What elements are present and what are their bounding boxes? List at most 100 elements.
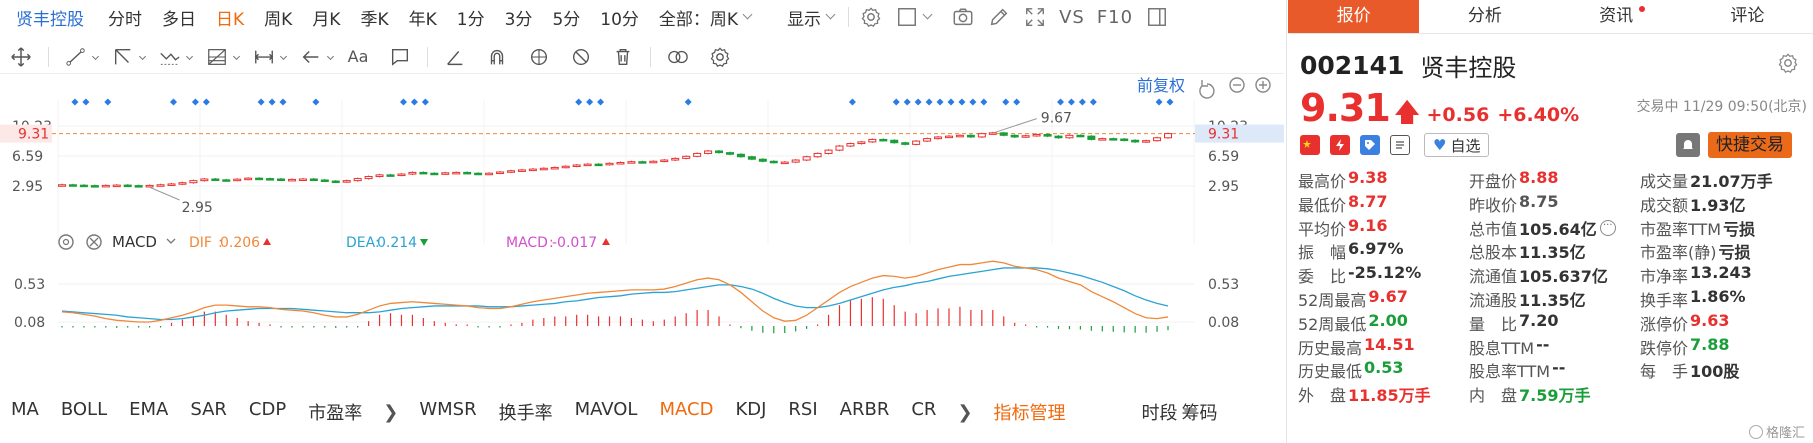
indicator-tab[interactable]: BOLL — [60, 399, 108, 420]
period-tab[interactable]: 多日 — [162, 9, 196, 30]
magnet-icon[interactable] — [485, 45, 509, 69]
chevron-down-icon[interactable] — [279, 52, 288, 61]
toolbar-settings-icon[interactable] — [708, 45, 732, 69]
candle-body — [725, 152, 734, 155]
indicator-tab[interactable]: SAR — [190, 399, 227, 420]
move-cross-icon[interactable] — [9, 45, 33, 69]
indicator-group-sub: WMSR 换手率 MAVOL MACD KDJ RSI ARBR CR — [408, 399, 947, 425]
indicator-tab[interactable]: MAVOL — [574, 399, 638, 420]
candle-body — [1043, 133, 1052, 137]
quote-tab[interactable]: 报价 — [1288, 0, 1420, 33]
period-tab[interactable]: 日K — [216, 9, 245, 30]
pencil-icon[interactable] — [988, 6, 1010, 28]
quote-tab[interactable]: 资讯 — [1551, 0, 1682, 33]
indicator-tab[interactable]: CDP — [248, 399, 287, 420]
channel-draw-icon[interactable] — [111, 45, 135, 69]
stat-value: 6.97% — [1348, 239, 1404, 259]
hide-drawings-icon[interactable] — [569, 45, 593, 69]
gear-icon[interactable] — [1777, 52, 1799, 74]
eye-visibility-icon[interactable] — [527, 45, 551, 69]
overlap-circles-icon[interactable] — [666, 45, 690, 69]
candle-body — [824, 149, 833, 154]
vs-compare-button[interactable]: VS — [1059, 6, 1085, 28]
time-range-button[interactable]: 时段 — [1141, 403, 1178, 424]
trash-icon[interactable] — [611, 45, 635, 69]
stock-tags-row: ♥ 自选 快捷交易 — [1300, 132, 1810, 158]
sidebar-toggle-icon[interactable] — [1146, 6, 1168, 28]
candle-body — [1032, 133, 1041, 137]
divider — [427, 46, 428, 67]
chevron-down-icon[interactable] — [91, 52, 100, 61]
chevron-down-icon[interactable] — [185, 52, 194, 61]
wave-draw-icon[interactable] — [158, 45, 182, 69]
indicator-tab[interactable]: 换手率 — [498, 403, 553, 424]
indicator-manage-button[interactable]: 指标管理 — [993, 403, 1066, 424]
chevron-right-icon[interactable]: ❯ — [957, 401, 973, 423]
kline-chart[interactable]: 前复权10.2310.236.596.592.952.959.319.319.6… — [0, 76, 1284, 392]
watermark: 格隆汇 — [1748, 422, 1805, 441]
stats-row: 52周最高 9.67 流通股 11.35亿 换手率 1.86% — [1298, 287, 1813, 311]
chips-button[interactable]: 筹码 — [1181, 403, 1218, 424]
f10-button[interactable]: F10 — [1096, 6, 1134, 28]
indicator-tab[interactable]: ARBR — [839, 399, 890, 420]
stat-label: 市盈率TTM — [1640, 219, 1722, 239]
chevron-down-icon[interactable] — [138, 52, 147, 61]
notes-icon[interactable] — [1390, 135, 1410, 155]
quote-tab[interactable]: 分析 — [1419, 0, 1550, 33]
add-watchlist-button[interactable]: ♥ 自选 — [1424, 133, 1490, 157]
display-menu[interactable]: 显示 — [761, 0, 844, 34]
period-tab[interactable]: 1分 — [456, 9, 485, 30]
stock-name-link[interactable]: 贤丰控股 — [16, 9, 84, 30]
period-tab[interactable]: 周K — [264, 9, 293, 30]
camera-icon[interactable] — [952, 6, 974, 28]
watchlist-label: 自选 — [1450, 136, 1481, 155]
indicator-tab[interactable]: MA — [11, 399, 39, 420]
period-tab[interactable]: 10分 — [600, 9, 639, 30]
range-select[interactable]: 全部：周K — [649, 0, 761, 34]
indicator-group-main: MA BOLL EMA SAR CDP 市盈率 — [0, 399, 373, 425]
period-tab[interactable]: 分时 — [108, 9, 142, 30]
settings-gear-icon[interactable] — [860, 6, 882, 28]
chevron-right-icon[interactable]: ❯ — [383, 401, 399, 423]
more-dots-icon[interactable]: ··· — [1599, 219, 1616, 236]
quote-tab[interactable]: 评论 — [1682, 0, 1813, 33]
candle-body — [1087, 135, 1096, 140]
chevron-down-icon[interactable] — [326, 52, 335, 61]
price-tag-icon[interactable] — [1360, 135, 1380, 155]
chevron-down-icon[interactable] — [232, 52, 241, 61]
measure-range-icon[interactable] — [252, 45, 276, 69]
candle-body — [1021, 135, 1030, 138]
angle-ruler-icon[interactable] — [443, 45, 467, 69]
indicator-tab[interactable]: EMA — [129, 399, 169, 420]
period-tab[interactable]: 5分 — [552, 9, 581, 30]
chevron-down-icon[interactable] — [922, 9, 933, 20]
fibonacci-icon[interactable] — [205, 45, 229, 69]
text-tool-icon[interactable]: Aa — [347, 47, 369, 66]
candle-body — [791, 159, 800, 163]
indicator-tab[interactable]: WMSR — [419, 399, 477, 420]
arrow-left-icon[interactable] — [299, 45, 323, 69]
indicator-tab[interactable]: MACD — [659, 399, 714, 420]
period-tab[interactable]: 3分 — [504, 9, 533, 30]
indicator-tab[interactable]: KDJ — [735, 399, 767, 420]
indicator-tab[interactable]: CR — [911, 399, 937, 420]
line-segment-icon[interactable] — [64, 45, 88, 69]
stat-cell: 市盈率TTM 亏损 — [1640, 216, 1813, 240]
stat-value: 9.67 — [1368, 286, 1408, 306]
period-tab[interactable]: 年K — [408, 9, 437, 30]
fullscreen-icon[interactable] — [1024, 6, 1046, 28]
layout-square-icon[interactable] — [896, 6, 918, 28]
stat-cell: 平均价 9.16 — [1298, 216, 1469, 240]
quick-trade-button[interactable]: 快捷交易 — [1708, 132, 1792, 158]
stat-label: 内 盘 — [1469, 386, 1518, 406]
candle-body — [901, 142, 910, 145]
macd-close-icon — [86, 234, 102, 250]
bell-icon[interactable] — [1676, 133, 1700, 157]
comment-icon[interactable] — [388, 45, 412, 69]
lightning-tag-icon[interactable] — [1330, 135, 1350, 155]
stat-cell: 股息率TTM -- — [1469, 358, 1640, 382]
period-tab[interactable]: 季K — [360, 9, 389, 30]
period-tab[interactable]: 月K — [312, 9, 341, 30]
indicator-tab[interactable]: RSI — [788, 399, 818, 420]
indicator-tab[interactable]: 市盈率 — [308, 403, 363, 424]
